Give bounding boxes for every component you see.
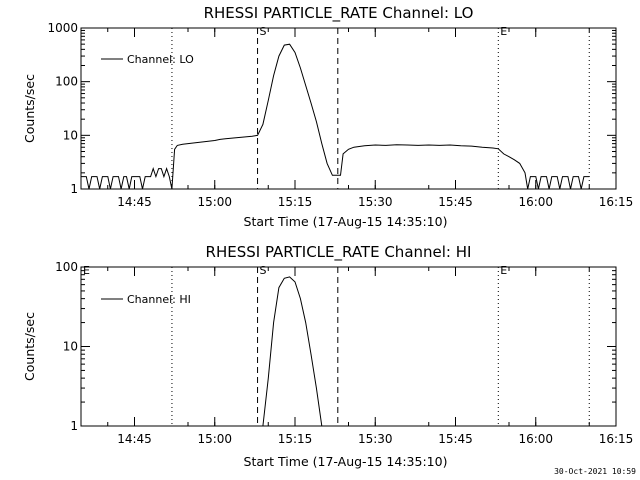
x-tick-label: 15:15: [278, 195, 313, 209]
y-tick-label: 1: [70, 182, 78, 196]
legend-label: Channel: LO: [127, 53, 194, 66]
vline-label: S: [260, 25, 267, 38]
y-axis-label: Counts/sec: [22, 312, 37, 381]
x-tick-label: 15:45: [438, 195, 473, 209]
legend-label: Channel: HI: [127, 293, 191, 306]
footer-timestamp: 30-Oct-2021 10:59: [554, 467, 636, 476]
x-tick-label: 15:00: [197, 195, 232, 209]
y-tick-label: 10: [63, 340, 78, 354]
y-tick-label: 100: [55, 260, 78, 274]
x-tick-label: 14:45: [117, 195, 152, 209]
x-tick-label: 15:15: [278, 432, 313, 446]
y-tick-label: 100: [55, 75, 78, 89]
chart-title: RHESSI PARTICLE_RATE Channel: LO: [204, 4, 474, 23]
vline-label: S: [260, 264, 267, 277]
y-tick-label: 1000: [47, 21, 78, 35]
y-axis-label: Counts/sec: [22, 74, 37, 143]
y-tick-label: 10: [63, 128, 78, 142]
vline-label: E: [83, 264, 90, 277]
plot-frame: [80, 266, 617, 427]
series-line-1: [81, 43, 590, 190]
x-axis-label: Start Time (17-Aug-15 14:35:10): [244, 454, 448, 469]
y-tick-label: 1: [70, 419, 78, 433]
x-tick-label: 15:30: [358, 432, 393, 446]
x-tick-label: 15:30: [358, 195, 393, 209]
series-line-1: [262, 276, 323, 427]
x-axis-label: Start Time (17-Aug-15 14:35:10): [244, 214, 448, 229]
chart-title: RHESSI PARTICLE_RATE Channel: HI: [206, 243, 472, 262]
x-tick-label: 16:15: [599, 432, 634, 446]
x-tick-label: 16:15: [599, 195, 634, 209]
x-tick-label: 15:45: [438, 432, 473, 446]
x-tick-label: 16:00: [518, 432, 553, 446]
chart-panel-1: RHESSI PARTICLE_RATE Channel: LO Start Ti…: [22, 4, 633, 229]
x-tick-label: 16:00: [518, 195, 553, 209]
x-tick-label: 14:45: [117, 432, 152, 446]
chart-panel-2: RHESSI PARTICLE_RATE Channel: HI Start Ti…: [22, 243, 633, 469]
vline-label: E: [500, 264, 507, 277]
vline-label: E: [500, 25, 507, 38]
x-tick-label: 15:00: [197, 432, 232, 446]
